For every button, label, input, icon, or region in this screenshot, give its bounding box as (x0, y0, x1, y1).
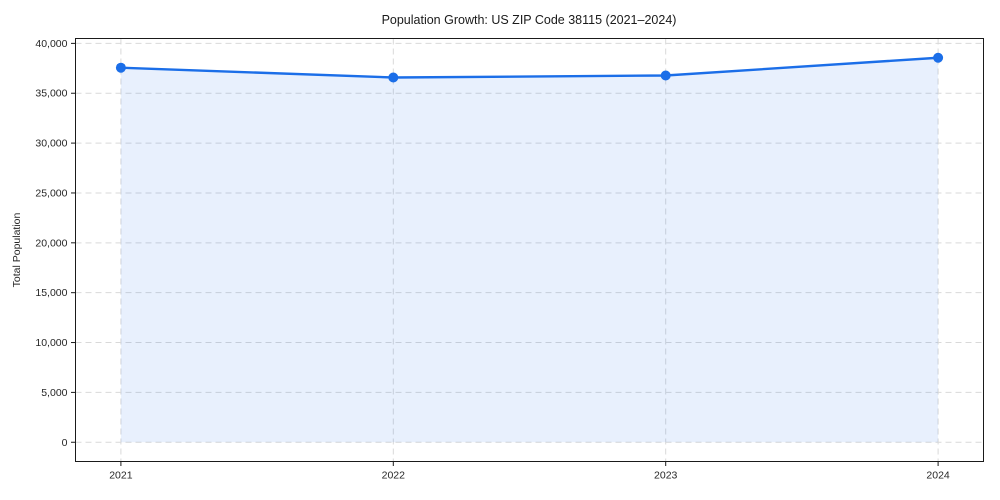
y-tick-label: 25,000 (35, 187, 67, 199)
y-tick-label: 30,000 (35, 138, 67, 150)
x-tick-label: 2023 (654, 470, 678, 482)
area-fill (120, 57, 939, 443)
y-tick-label: 35,000 (35, 88, 67, 100)
plot-border (75, 38, 984, 462)
data-point-2021 (115, 62, 126, 73)
x-tick-label: 2022 (382, 470, 406, 482)
data-point-2023 (660, 70, 671, 81)
chart-title: Population Growth: US ZIP Code 38115 (20… (381, 13, 677, 27)
data-point-2024 (933, 52, 944, 63)
x-tick-label: 2021 (109, 470, 133, 482)
y-tick-label: 0 (62, 437, 68, 449)
y-tick-label: 20,000 (35, 237, 67, 249)
y-tick-label: 10,000 (35, 337, 67, 349)
y-tick-label: 5,000 (41, 387, 67, 399)
y-tick-label: 40,000 (35, 38, 67, 50)
data-point-2022 (388, 72, 399, 83)
y-tick-label: 15,000 (35, 287, 67, 299)
x-tick-label: 2024 (926, 470, 950, 482)
trend-line (119, 56, 940, 79)
